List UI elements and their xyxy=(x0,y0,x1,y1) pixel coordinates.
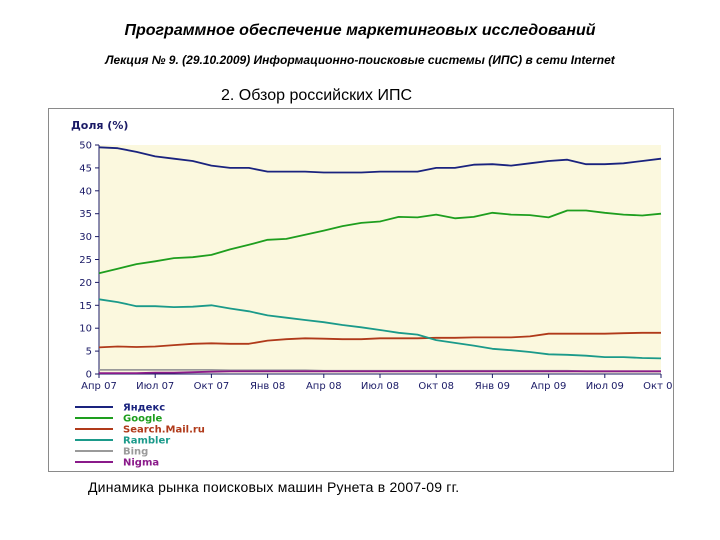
x-tick-label: Окт 07 xyxy=(194,381,230,392)
y-tick-label: 35 xyxy=(79,209,92,220)
chart-title: Доля (%) xyxy=(71,119,128,132)
y-tick-label: 45 xyxy=(79,163,92,174)
x-tick-label: Июл 09 xyxy=(586,381,624,392)
legend-label-nigma: Nigma xyxy=(123,458,159,469)
x-tick-label: Окт 08 xyxy=(418,381,454,392)
x-tick-label: Апр 09 xyxy=(531,381,567,392)
y-tick-label: 0 xyxy=(86,370,92,381)
series-line-google xyxy=(98,209,662,275)
y-tick-label: 5 xyxy=(86,347,92,358)
x-tick-label: Янв 08 xyxy=(250,381,285,392)
y-tick-label: 10 xyxy=(79,324,92,335)
legend-label-rambler: Rambler xyxy=(123,436,170,447)
market-share-chart: Доля (%) 0 5 10 15 20 25 30 35 40 45 50 Апр 07 Июл 0… xyxy=(71,119,673,469)
legend-label-google: Google xyxy=(123,414,163,425)
series-line-nigma xyxy=(99,370,661,375)
legend-label-яндекс: Яндекс xyxy=(123,403,165,414)
x-tick-label: Апр 07 xyxy=(81,381,117,392)
slide-subtitle: Лекция № 9. (29.10.2009) Информационно-п… xyxy=(105,53,615,67)
legend-label-bing: Bing xyxy=(123,447,148,458)
chart-frame: Доля (%) 0 5 10 15 20 25 30 35 40 45 50 Апр 07 Июл 0… xyxy=(48,108,674,472)
y-tick-label: 20 xyxy=(79,278,92,289)
x-tick-label: Июл 08 xyxy=(361,381,399,392)
plot-layer: 0 5 10 15 20 25 30 35 40 45 50 Апр 07 Июл 07 Окт 07 Ян… xyxy=(79,141,673,393)
chart-caption: Динамика рынка поисковых машин Рунета в … xyxy=(88,479,460,495)
x-tick-label: Апр 08 xyxy=(306,381,342,392)
plot-area xyxy=(99,145,661,374)
legend: ЯндексGoogleSearch.Mail.ruRamblerBingNig… xyxy=(75,403,205,469)
legend-label-search-mail-ru: Search.Mail.ru xyxy=(123,425,205,436)
section-heading: 2. Обзор российских ИПС xyxy=(221,87,413,104)
series-line-search-mail-ru xyxy=(98,331,661,349)
y-tick-label: 50 xyxy=(79,141,92,152)
y-tick-label: 30 xyxy=(79,232,92,243)
x-tick-label: Июл 07 xyxy=(136,381,174,392)
series-line-яндекс xyxy=(98,146,662,174)
y-tick-label: 25 xyxy=(79,255,92,266)
y-tick-label: 40 xyxy=(79,186,92,197)
x-tick-label: Янв 09 xyxy=(475,381,510,392)
series-line-rambler xyxy=(98,298,662,360)
y-tick-label: 15 xyxy=(79,301,92,312)
slide-title: Программное обеспечение маркетинговых ис… xyxy=(124,22,596,39)
x-tick-label: Окт 09 xyxy=(643,381,673,392)
